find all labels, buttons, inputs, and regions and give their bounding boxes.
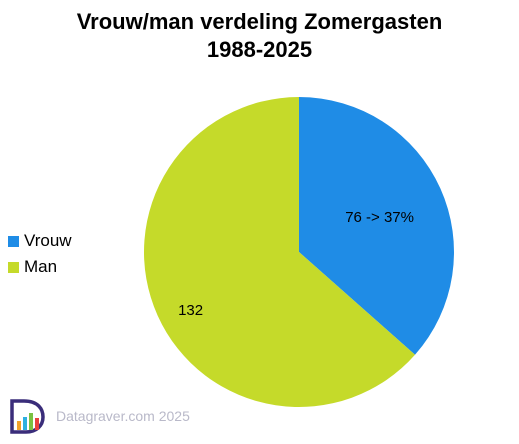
legend-item-man: Man (8, 254, 72, 280)
chart-title: Vrouw/man verdeling Zomergasten 1988-202… (0, 8, 519, 64)
pie-slice-man (144, 97, 416, 408)
legend-label-vrouw: Vrouw (24, 231, 72, 250)
legend-swatch-vrouw (8, 235, 19, 247)
footer: Datagraver.com 2025 (8, 396, 190, 436)
pie-slice-vrouw (299, 97, 455, 355)
footer-credit: Datagraver.com 2025 (56, 408, 190, 424)
legend-swatch-man (8, 261, 19, 273)
chart-title-line-2: 1988-2025 (206, 37, 313, 62)
slice-label-vrouw: 76 -> 37% (345, 209, 414, 226)
datagraver-logo-icon (10, 399, 45, 434)
slice-label-man: 132 (178, 302, 203, 319)
chart-legend: Vrouw Man (8, 228, 72, 280)
chart-title-line-1: Vrouw/man verdeling Zomergasten (76, 9, 443, 34)
legend-item-vrouw: Vrouw (8, 228, 72, 254)
legend-label-man: Man (24, 257, 58, 276)
